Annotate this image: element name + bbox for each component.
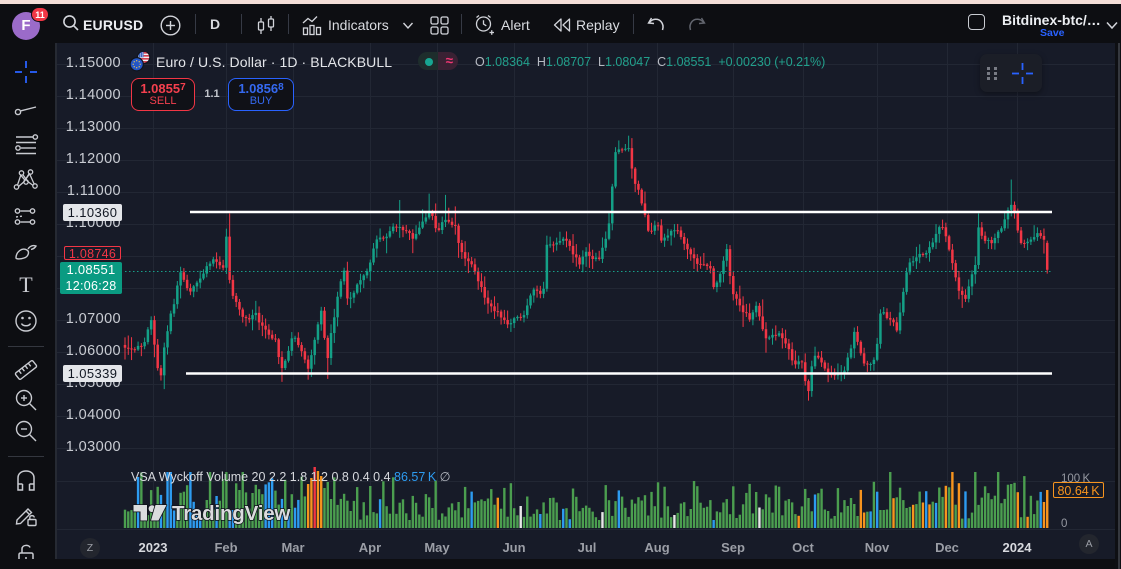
svg-text:TradingView: TradingView <box>172 502 290 525</box>
